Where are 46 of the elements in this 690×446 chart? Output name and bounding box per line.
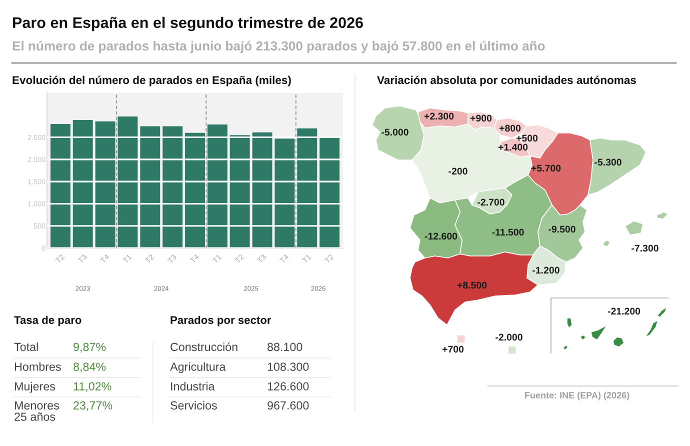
bar [162, 126, 183, 248]
text: +900 [470, 114, 492, 122]
text: +500 [516, 134, 538, 142]
text: Parados por sector [170, 316, 272, 326]
text: +1.400 [498, 144, 528, 151]
text: -2.700 [478, 198, 504, 206]
bar [185, 132, 205, 248]
bar [50, 124, 70, 248]
text: 126.600 [268, 382, 309, 390]
source-note: Fuente: INE (EPA) (2026) [525, 392, 630, 400]
text: -12.600 [424, 232, 458, 240]
text: -9.500 [548, 226, 576, 233]
text: El número de parados hasta junio bajó 213.300 parados y bajó 57.800 en el último año [12, 40, 545, 54]
text: -2.000 [496, 334, 522, 341]
text: Paro en España en el segundo trimestre de 2026 [13, 16, 363, 32]
text: -21.200 [608, 308, 640, 315]
bar [118, 116, 138, 248]
bar [274, 138, 295, 248]
text: 967.600 [268, 401, 309, 410]
text: -5.000 [382, 128, 408, 136]
text: +800 [499, 124, 521, 132]
category-label: Servicios [170, 401, 217, 410]
text: +700 [442, 346, 464, 353]
bar [230, 135, 250, 248]
text: +8.500 [457, 282, 487, 289]
text: -7.300 [632, 244, 658, 252]
text: -200 [448, 168, 468, 175]
category-label: Industria [171, 382, 215, 390]
text: 108.300 [268, 362, 309, 371]
category-label: Construcción [170, 342, 238, 352]
text: -11.500 [492, 228, 524, 236]
bar [95, 121, 116, 248]
text: +2.300 [424, 112, 454, 120]
bar [252, 132, 272, 248]
bar [320, 138, 340, 248]
bar [297, 128, 318, 248]
text: 88.100 [268, 342, 302, 352]
bar [207, 124, 228, 248]
category-label: Agricultura [170, 362, 226, 374]
text: Variación absoluta por comunidades autónomas [377, 76, 636, 86]
text: -1.200 [532, 266, 560, 274]
bar [72, 120, 93, 248]
text: +5.700 [531, 164, 561, 172]
bar [140, 126, 160, 248]
text: -5.300 [594, 158, 622, 166]
chart-title: Evolución del número de parados en España (miles) [12, 76, 291, 86]
